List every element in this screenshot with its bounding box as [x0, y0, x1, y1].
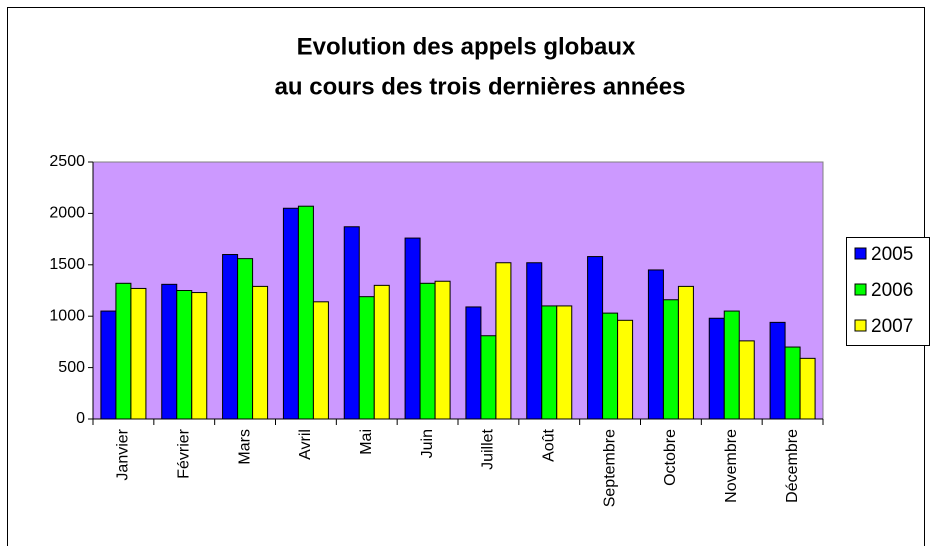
bar: [677, 285, 694, 420]
bar: [723, 310, 740, 420]
y-tick-label: 500: [58, 359, 85, 376]
bar: [647, 269, 664, 420]
bar: [434, 280, 451, 420]
x-tick-label: Février: [175, 428, 192, 478]
x-tick-label: Janvier: [115, 428, 132, 480]
x-tick-label: Décembre: [784, 429, 801, 503]
bar: [252, 285, 269, 420]
bar: [465, 306, 482, 420]
bar: [161, 283, 178, 420]
bar: [495, 262, 512, 420]
bar: [130, 287, 147, 420]
chart-title: Evolution des appels globaux: [297, 33, 636, 60]
bar: [617, 319, 634, 420]
legend-swatch: [854, 247, 867, 260]
bar: [282, 207, 299, 420]
chart-subtitle: au cours des trois dernières années: [275, 73, 686, 100]
x-tick-label: Novembre: [723, 429, 740, 503]
legend-label: 2007: [871, 316, 913, 337]
x-tick-label: Juin: [419, 429, 436, 458]
bar: [662, 299, 679, 420]
plot-area: [92, 161, 824, 420]
bar: [237, 258, 254, 420]
bar: [526, 262, 543, 420]
bar: [100, 310, 117, 420]
x-tick-label: Mars: [236, 429, 253, 465]
bar: [784, 346, 801, 420]
bar: [343, 226, 360, 420]
bar: [358, 296, 375, 420]
bar: [769, 321, 786, 420]
bar: [312, 301, 329, 420]
bar: [587, 256, 604, 420]
bar: [419, 282, 436, 420]
y-tick-label: 1500: [49, 256, 85, 273]
bar: [708, 317, 725, 420]
legend-label: 2005: [871, 244, 913, 265]
x-tick-label: Septembre: [601, 429, 618, 507]
x-tick-label: Août: [540, 428, 557, 461]
x-tick-label: Mai: [358, 429, 375, 455]
y-tick-label: 2500: [49, 153, 85, 170]
bar: [799, 357, 816, 420]
legend-swatch: [854, 283, 867, 296]
x-tick-label: Avril: [297, 429, 314, 460]
bar: [115, 282, 132, 420]
bar: [297, 205, 314, 420]
y-tick-label: 2000: [49, 205, 85, 222]
bar: [404, 237, 421, 420]
y-tick-label: 1000: [49, 307, 85, 324]
bar: [602, 312, 619, 420]
bar: [176, 290, 193, 420]
x-tick-label: Octobre: [662, 429, 679, 486]
bar: [480, 335, 497, 420]
bar: [373, 284, 390, 420]
bar: [738, 340, 755, 420]
legend-swatch: [854, 319, 867, 332]
x-tick-label: Juillet: [480, 428, 497, 469]
bar: [556, 305, 573, 420]
legend-label: 2006: [871, 280, 913, 301]
bar: [222, 254, 239, 420]
bar: [541, 305, 558, 420]
y-tick-label: 0: [76, 410, 85, 427]
bar: [191, 292, 208, 420]
